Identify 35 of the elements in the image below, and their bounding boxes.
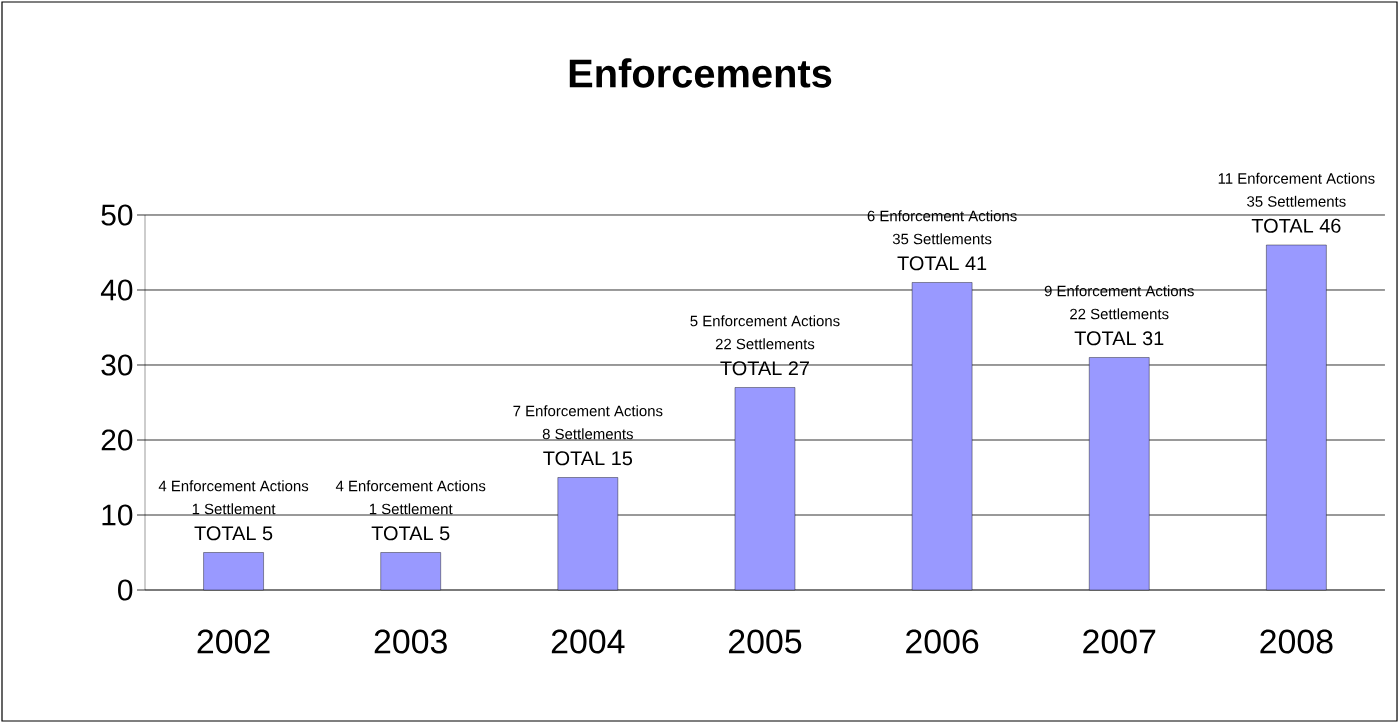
annotation: 22 Settlements	[1070, 308, 1169, 320]
annotation: 4 Enforcement Actions	[335, 480, 486, 492]
text: 11 Enforcement Actions	[1218, 172, 1375, 184]
y-tick-label: 20	[101, 429, 133, 451]
y-tick-label: 0	[118, 579, 133, 601]
annotation: 5 Enforcement Actions	[690, 315, 840, 327]
annotation: 35 Settlements	[892, 233, 992, 245]
y-tick-label: 50	[101, 204, 133, 226]
x-tick-label: 2008	[1260, 629, 1333, 654]
x-tick-label: 2004	[551, 629, 625, 654]
annotation: TOTAL 5	[194, 526, 273, 541]
annotation: 4 Enforcement Actions	[158, 480, 309, 492]
annotation: TOTAL 31	[1074, 331, 1164, 346]
annotation: 22 Settlements	[715, 338, 815, 350]
x-tick-label: 2007	[1083, 629, 1156, 654]
x-tick-label: 2003	[374, 629, 447, 654]
annotation: 6 Enforcement Actions	[867, 210, 1017, 222]
annotation: TOTAL 15	[543, 451, 633, 466]
y-tick-label: 40	[100, 279, 133, 301]
annotation: TOTAL 41	[897, 256, 987, 271]
text: 35 Settlements	[1247, 195, 1346, 207]
y-tick-label: 30	[101, 354, 133, 376]
annotation: 8 Settlements	[542, 428, 633, 440]
annotation: 1 Settlement	[192, 503, 276, 515]
x-tick-label: 2005	[729, 629, 802, 654]
chart-title: Enforcements	[569, 58, 832, 88]
y-tick-label: 10	[102, 504, 133, 526]
annotation: 9 Enforcement Actions	[1044, 285, 1194, 297]
annotation: TOTAL 27	[720, 361, 809, 376]
annotation: 1 Settlement	[369, 503, 453, 515]
annotation: TOTAL 5	[371, 526, 450, 541]
annotation: TOTAL 46	[1251, 218, 1341, 233]
annotation: 7 Enforcement Actions	[513, 405, 663, 417]
x-tick-label: 2002	[197, 629, 270, 654]
x-tick-label: 2006	[906, 629, 979, 654]
